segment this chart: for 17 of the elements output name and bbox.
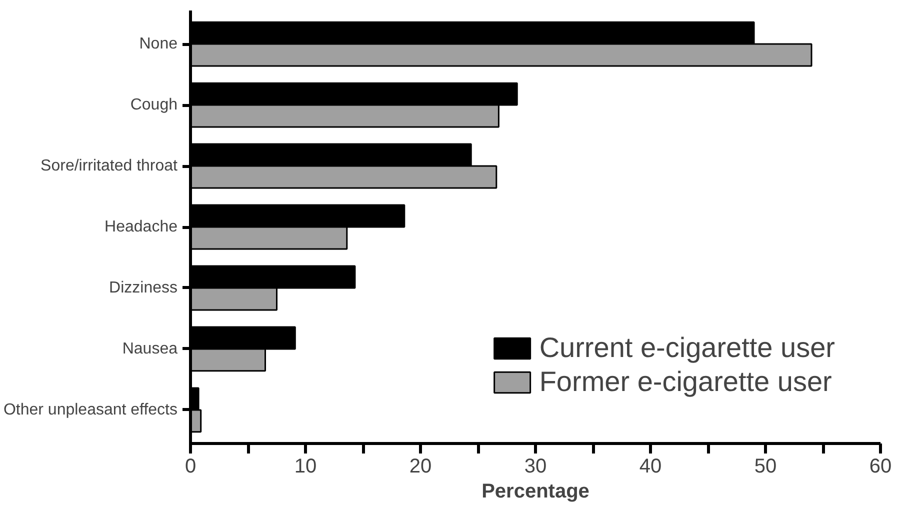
y-tick-label: Nausea [122, 340, 178, 358]
x-tick-label: 20 [409, 456, 432, 478]
y-tick-label: Sore/irritated throat [40, 158, 178, 175]
y-tick-label: Cough [130, 96, 178, 114]
y-tick-label: None [139, 36, 178, 53]
x-tick-label: 50 [754, 456, 777, 478]
x-tick-label: 0 [184, 456, 196, 478]
x-tick-label: 60 [869, 456, 892, 478]
x-tick-label: 30 [524, 456, 547, 478]
y-tick-label: Headache [104, 218, 178, 236]
x-tick-label: 40 [639, 456, 662, 478]
x-tick-label: 10 [294, 456, 317, 478]
legend-label: Current e-cigarette user [539, 332, 835, 364]
x-axis-title: Percentage [482, 480, 590, 502]
legend-label: Former e-cigarette user [539, 366, 832, 398]
y-tick-label: Dizziness [109, 279, 178, 296]
y-tick-label: Other unpleasant effects [3, 401, 178, 418]
